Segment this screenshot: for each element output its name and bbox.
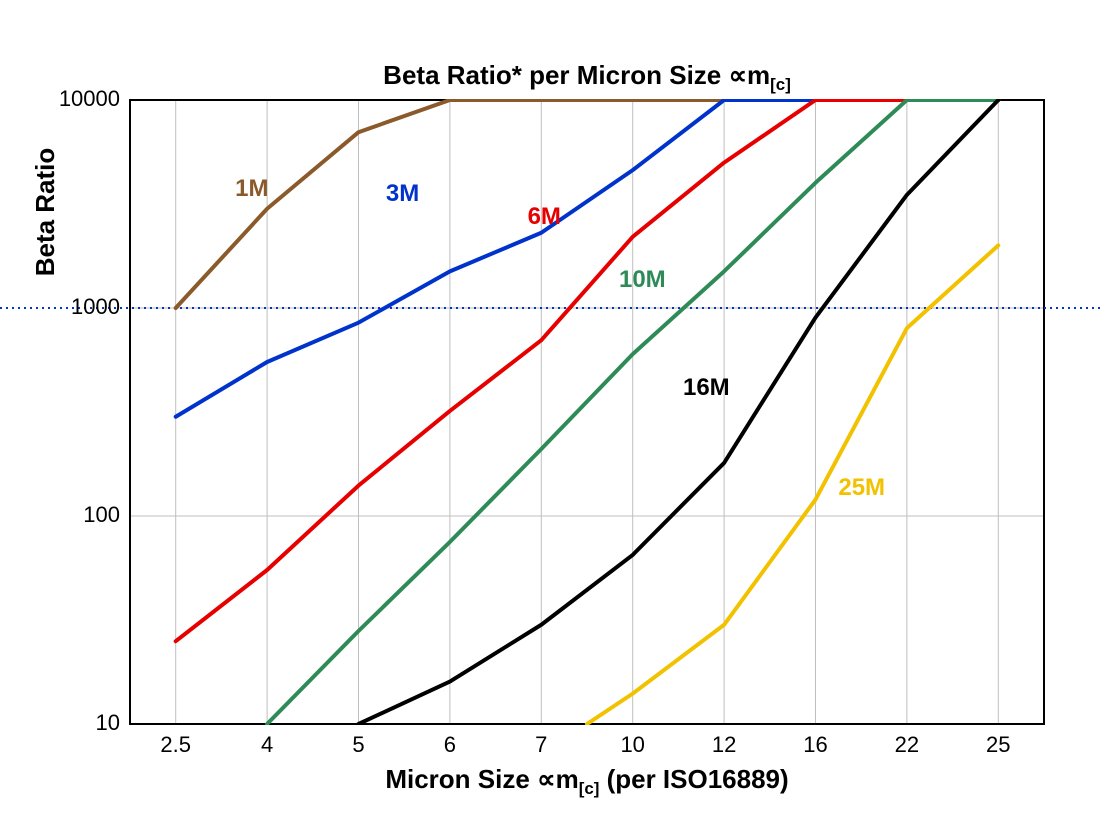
series-label: 3M	[386, 180, 419, 208]
y-tick-label: 10000	[0, 86, 120, 112]
series-label: 16M	[683, 374, 730, 402]
x-tick-label: 4	[237, 732, 297, 758]
chart-svg	[0, 99, 1104, 725]
series-label: 6M	[528, 203, 561, 231]
series-label: 25M	[838, 474, 885, 502]
x-tick-label: 22	[877, 732, 937, 758]
x-tick-label: 5	[329, 732, 389, 758]
chart-container: Beta Ratio* per Micron Size ∝m[c] Beta R…	[0, 0, 1104, 824]
x-tick-label: 25	[968, 732, 1028, 758]
x-tick-label: 2.5	[146, 732, 206, 758]
x-tick-label: 10	[603, 732, 663, 758]
x-tick-label: 6	[420, 732, 480, 758]
y-tick-label: 1000	[0, 294, 120, 320]
y-tick-label: 10	[0, 710, 120, 736]
x-tick-label: 12	[694, 732, 754, 758]
chart-title: Beta Ratio* per Micron Size ∝m[c]	[130, 60, 1044, 95]
y-tick-label: 100	[0, 502, 120, 528]
x-tick-label: 16	[786, 732, 846, 758]
x-axis-label: Micron Size ∝m[c] (per ISO16889)	[130, 764, 1044, 799]
series-label: 1M	[235, 175, 268, 203]
x-tick-label: 7	[511, 732, 571, 758]
series-label: 10M	[619, 266, 666, 294]
